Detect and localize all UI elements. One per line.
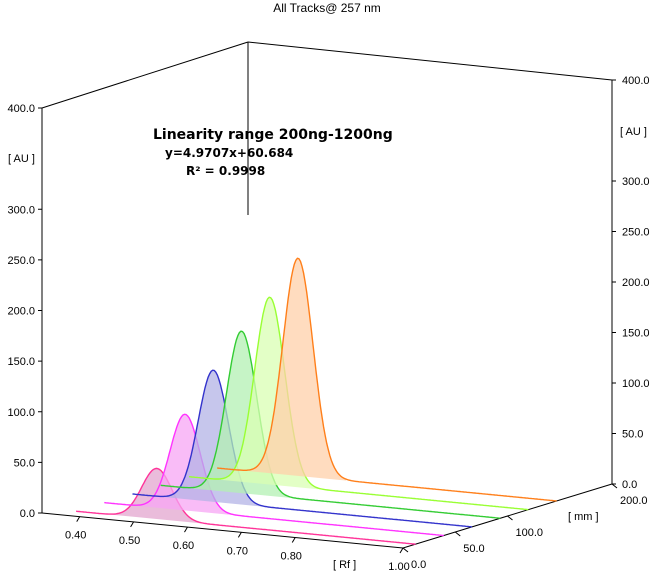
y-left-tick-label: 100.0 bbox=[7, 407, 35, 419]
x-tick-label: 1.00 bbox=[388, 561, 409, 572]
x-tick bbox=[399, 547, 404, 554]
x-axis-label: [ Rf ] bbox=[333, 559, 356, 571]
x-tick bbox=[237, 532, 242, 538]
frame-top-back bbox=[247, 41, 613, 81]
y-right-tick-label: 0.0 bbox=[622, 479, 637, 491]
series-5-trace bbox=[188, 296, 529, 511]
y-right-tick-label: 400.0 bbox=[622, 75, 650, 87]
x-tick bbox=[76, 516, 81, 522]
y-right-tick-label: 250.0 bbox=[622, 227, 650, 239]
x-tick-label: 0.50 bbox=[119, 535, 140, 547]
annotation-equation: y=4.9707x+60.684 bbox=[165, 146, 293, 160]
axis-ticks bbox=[38, 79, 618, 554]
z-axis-label: [ mm ] bbox=[568, 511, 599, 523]
chart-title: All Tracks@ 257 nm bbox=[273, 1, 381, 15]
y-right-tick-label: 200.0 bbox=[622, 277, 650, 289]
x-tick bbox=[130, 521, 135, 528]
x-tick-label: 0.60 bbox=[173, 540, 194, 552]
z-axis: 0.0 50.0 100.0 200.0 bbox=[411, 495, 648, 571]
z-tick-label: 100.0 bbox=[516, 527, 544, 539]
y-right-tick-label: 300.0 bbox=[622, 176, 650, 188]
z-tick bbox=[507, 515, 513, 521]
series-6-peak-fill bbox=[249, 258, 347, 481]
annotation-r2: R² = 0.9998 bbox=[186, 164, 265, 178]
y-left-tick-label: 0.0 bbox=[20, 508, 35, 520]
z-tick-label: 50.0 bbox=[463, 543, 484, 555]
series-2-trace bbox=[104, 413, 444, 537]
y-axis-left-label: [ AU ] bbox=[8, 153, 35, 165]
y-left-tick-label: 400.0 bbox=[7, 103, 35, 115]
y-right-tick-label: 100.0 bbox=[622, 378, 650, 390]
annotation-linearity: Linearity range 200ng-1200ng bbox=[153, 127, 393, 143]
y-left-tick-label: 50.0 bbox=[14, 457, 35, 469]
x-tick bbox=[291, 537, 296, 543]
z-tick-label: 200.0 bbox=[620, 495, 648, 507]
series-group bbox=[76, 257, 557, 545]
y-right-tick-label: 50.0 bbox=[622, 429, 643, 441]
series-1-trace bbox=[76, 467, 416, 545]
y-right-tick-label: 150.0 bbox=[622, 328, 650, 340]
z-tick bbox=[611, 483, 618, 489]
z-tick bbox=[454, 531, 461, 537]
y-axis-right-label: [ AU ] bbox=[620, 126, 647, 138]
y-left-tick-label: 150.0 bbox=[7, 356, 35, 368]
y-axis-right: 0.0 50.0 100.0 150.0 200.0 250.0 300.0 400.0 bbox=[622, 75, 650, 491]
y-left-tick-label: 300.0 bbox=[7, 204, 35, 216]
z-tick-label: 0.0 bbox=[411, 559, 426, 571]
x-tick bbox=[184, 526, 188, 533]
series-4-trace bbox=[160, 330, 501, 519]
x-tick-label: 0.80 bbox=[281, 551, 302, 563]
y-left-tick-label: 250.0 bbox=[7, 255, 35, 267]
x-axis: 0.40 0.50 0.60 0.70 0.80 1.00 bbox=[65, 530, 410, 572]
x-tick-label: 0.40 bbox=[65, 530, 86, 542]
series-6-trace bbox=[217, 257, 557, 502]
y-left-tick-label: 200.0 bbox=[7, 306, 35, 318]
y-axis-left: 0.0 50.0 100.0 150.0 200.0 250.0 300.0 400.0 bbox=[7, 103, 35, 520]
frame-top-left bbox=[41, 41, 249, 109]
frame-bottom-front bbox=[41, 512, 404, 549]
series-3-trace bbox=[132, 369, 473, 528]
z-tick bbox=[402, 547, 409, 553]
x-tick-label: 0.70 bbox=[227, 545, 248, 557]
